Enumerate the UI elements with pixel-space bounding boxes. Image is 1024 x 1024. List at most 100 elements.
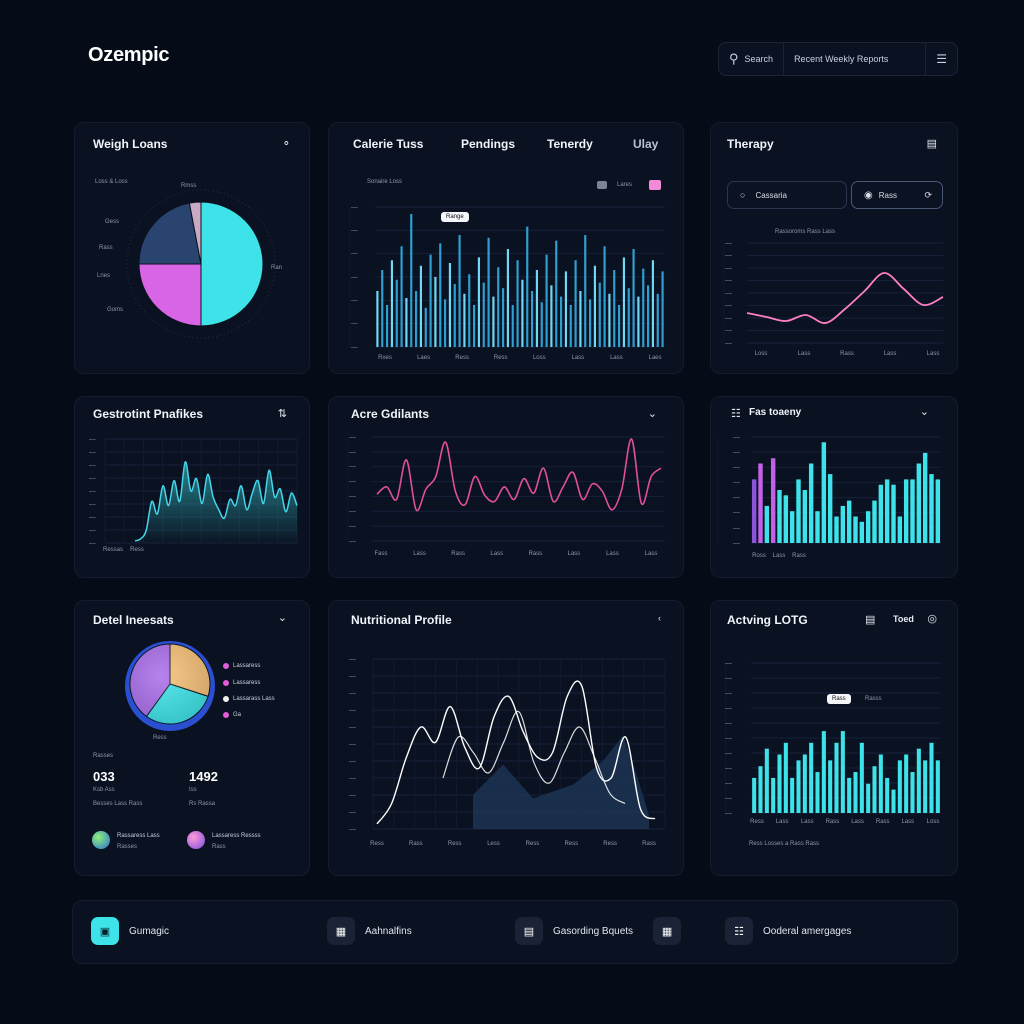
bar: [923, 760, 928, 813]
list-icon[interactable]: ☰: [936, 52, 947, 66]
chevron-down-icon[interactable]: ⌄: [919, 406, 929, 418]
y-tick-label: ‒‒: [725, 266, 732, 272]
bar: [935, 479, 941, 543]
calorie-subtitle: Sonaire Loss: [367, 179, 403, 185]
tab-ulay[interactable]: Ulay: [633, 137, 659, 151]
weight-loss-subtitle: Loss & Loss: [95, 179, 128, 185]
bar: [866, 783, 871, 813]
bar: [872, 500, 877, 543]
chevron-down-icon[interactable]: ⌄: [647, 408, 657, 420]
bar: [777, 754, 782, 813]
nav-item-analytics[interactable]: ▦ Aahnalfins: [327, 917, 412, 945]
pie-label: Ran: [271, 265, 283, 271]
x-tick-label: Lass: [798, 351, 811, 357]
x-tick-label: Lass: [645, 551, 658, 557]
calorie-title: Calerie Tuss: [353, 137, 424, 151]
bar: [922, 452, 928, 543]
avatar: [92, 831, 110, 849]
y-tick-label: ‒‒: [349, 674, 356, 680]
bar: [929, 742, 934, 813]
tab-pendings[interactable]: Pendings: [461, 137, 516, 151]
x-tick-label: Rass: [876, 819, 890, 825]
y-tick-label: ‒‒: [351, 252, 358, 258]
x-tick-label: Laes: [417, 355, 430, 361]
x-tick-label: Rass: [840, 351, 854, 357]
x-tick-label: Lass: [490, 551, 503, 557]
nav-item-general[interactable]: ☷ Ooderal amergages: [725, 917, 851, 945]
bar: [821, 731, 826, 813]
at-icon: ◉: [864, 189, 873, 201]
y-tick-label: ‒‒: [89, 528, 96, 534]
search-icon: ⚲: [729, 51, 739, 66]
tab-tenerdy[interactable]: Tenerdy: [547, 137, 593, 151]
acre-title: Acre Gdilants: [351, 407, 430, 421]
y-tick-label: ‒‒: [725, 766, 732, 772]
y-tick-label: ‒‒: [89, 502, 96, 508]
acre-line-chart: ‒‒ ‒‒ ‒‒ ‒‒ ‒‒ ‒‒ ‒‒ ‒‒ Fass Lass Rass Lass Rass Lass…: [347, 435, 665, 557]
bar: [783, 742, 788, 813]
bar: [853, 772, 858, 813]
option-rass[interactable]: ◉ Rass ⟳: [851, 181, 943, 209]
stats-label: Rasses: [93, 753, 114, 759]
nav-item-recording[interactable]: ▤ Gasording Bquets ▦: [515, 917, 682, 945]
bar: [904, 754, 909, 813]
bar: [821, 442, 827, 543]
badge-label: Rassaress Lass: [117, 833, 160, 839]
chevron-left-icon[interactable]: ‹: [658, 613, 661, 623]
legend-label: Lares: [617, 182, 633, 188]
pie-slice: [188, 201, 202, 265]
bar-chart-icon[interactable]: ▤: [865, 614, 876, 626]
chart-icon[interactable]: ▤: [926, 138, 937, 150]
bar: [853, 516, 858, 543]
x-tick-label: Ress: [370, 841, 384, 847]
x-tick-label: Lass: [413, 551, 426, 557]
nav-label: Gasording Bquets: [553, 925, 634, 937]
x-tick-label: Lass: [606, 551, 619, 557]
fire-icon[interactable]: ⚬: [281, 138, 291, 150]
bar: [834, 742, 839, 813]
bar: [802, 754, 807, 813]
therapy-chart-title: Rassoroms Rass Lass: [775, 229, 836, 235]
bar: [796, 479, 801, 543]
search-button[interactable]: ⚲ Search: [719, 43, 785, 75]
x-tick-label: Ress: [448, 841, 462, 847]
y-tick-label: ‒‒: [89, 541, 96, 547]
bar: [878, 484, 884, 543]
y-tick-label: ‒‒: [733, 465, 740, 471]
y-tick-label: ‒‒: [733, 541, 740, 547]
x-tick-label: Loss: [533, 355, 546, 361]
option-cassaria[interactable]: ○ Cassaria: [727, 181, 847, 209]
bar: [910, 772, 915, 813]
option-label: Rass: [878, 190, 897, 200]
x-tick-label: Lass: [773, 553, 786, 559]
bar: [929, 474, 934, 543]
y-tick-label: ‒‒: [349, 793, 356, 799]
nutrition-card: Nutritional Profile ‹ ‒‒ ‒‒ ‒‒ ‒‒ ‒‒ ‒‒ ‒‒ ‒‒ ‒‒…: [328, 600, 684, 876]
settings-icon[interactable]: ◎: [927, 613, 937, 625]
pie-label: Lnes: [97, 273, 111, 279]
y-tick-label: ‒‒: [733, 526, 740, 532]
tab-toed[interactable]: Toed: [893, 614, 914, 624]
bar: [764, 505, 770, 543]
y-tick-label: ‒‒: [351, 275, 358, 281]
bar: [802, 490, 808, 543]
bar: [847, 777, 852, 813]
x-tick-label: Lass: [568, 551, 581, 557]
y-tick-label: ‒‒: [89, 437, 96, 443]
y-tick-label: ‒‒: [733, 511, 740, 517]
sort-icon[interactable]: ⇅: [277, 408, 287, 420]
bar: [935, 760, 940, 813]
bar: [840, 505, 846, 543]
report-filter[interactable]: Recent Weekly Reports: [784, 43, 927, 75]
chevron-down-icon[interactable]: ⌄: [277, 612, 287, 624]
nav-item-gumagic[interactable]: ▣ Gumagic: [91, 917, 169, 945]
pie-shade: [130, 644, 210, 724]
y-tick-label: ‒‒: [349, 759, 356, 765]
y-tick-label: ‒‒: [351, 322, 358, 328]
bottom-nav: ▣ Gumagic ▦ Aahnalfins ▤ Gasording Bquet…: [72, 900, 958, 964]
activity-card: Actving LOTG ▤ Toed ◎ Rass Rasss ‒‒ ‒‒ ‒‒ ‒…: [710, 600, 958, 876]
option-label: Cassaria: [755, 190, 788, 200]
x-tick-label: Ress: [750, 819, 764, 825]
line-series: [376, 438, 662, 512]
x-tick-label: Less: [487, 841, 500, 847]
